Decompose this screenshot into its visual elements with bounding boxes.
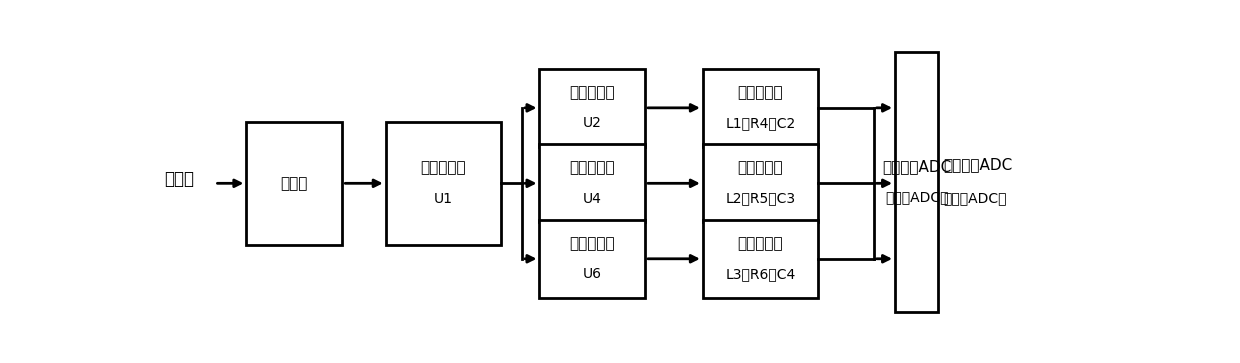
Text: 低通滤波器: 低通滤波器 — [738, 85, 784, 100]
Text: 探测器: 探测器 — [280, 176, 308, 191]
Text: 运算放大器: 运算放大器 — [569, 85, 615, 100]
Text: L1、R4、C2: L1、R4、C2 — [725, 116, 796, 130]
Bar — [703, 220, 818, 298]
Bar — [703, 144, 818, 223]
Bar — [247, 122, 342, 245]
Text: L2、R5、C3: L2、R5、C3 — [725, 192, 796, 206]
Text: 运算放大器: 运算放大器 — [569, 236, 615, 251]
Text: U4: U4 — [583, 192, 601, 206]
Text: 输入光: 输入光 — [165, 170, 195, 188]
Bar — [703, 69, 818, 147]
Text: 多路同步ADC: 多路同步ADC — [882, 159, 951, 174]
Text: 低通滤波器: 低通滤波器 — [738, 160, 784, 175]
Text: （单端ADC）: （单端ADC） — [885, 190, 949, 204]
Text: 运算放大器: 运算放大器 — [569, 160, 615, 175]
Text: （单端ADC）: （单端ADC） — [944, 192, 1007, 206]
Text: 跨阻放大器: 跨阻放大器 — [420, 160, 466, 175]
Text: U1: U1 — [434, 192, 453, 206]
Bar — [539, 220, 645, 298]
Text: U6: U6 — [583, 267, 601, 281]
Text: 多路同步ADC: 多路同步ADC — [944, 158, 1012, 173]
Bar — [895, 52, 939, 312]
Bar — [539, 144, 645, 223]
Bar — [539, 69, 645, 147]
Bar — [386, 122, 501, 245]
Text: 低通滤波器: 低通滤波器 — [738, 236, 784, 251]
Text: U2: U2 — [583, 116, 601, 130]
Text: L3、R6、C4: L3、R6、C4 — [725, 267, 796, 281]
